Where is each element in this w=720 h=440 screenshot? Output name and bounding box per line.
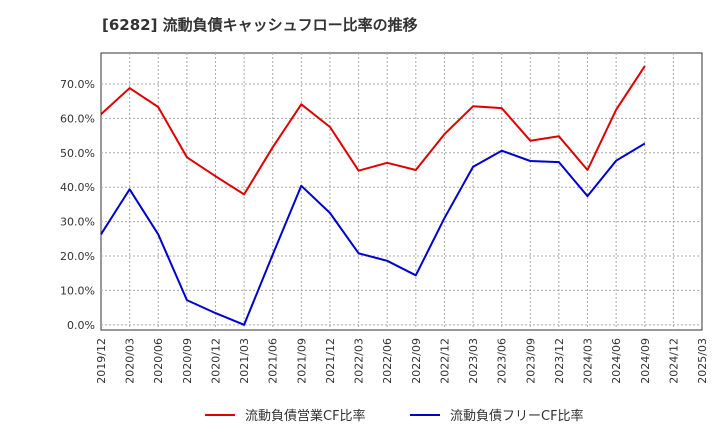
y-tick-label: 20.0% — [60, 250, 95, 263]
chart-title: [6282] 流動負債キャッシュフロー比率の推移 — [102, 16, 418, 34]
legend-label-1: 流動負債営業CF比率 — [245, 408, 366, 424]
series-line-2 — [100, 142, 646, 326]
x-tick-label: 2023/03 — [467, 338, 480, 384]
x-tick-label: 2021/03 — [238, 338, 251, 384]
x-tick-label: 2020/03 — [124, 338, 137, 384]
y-tick-label: 0.0% — [67, 319, 95, 332]
x-tick-label: 2022/09 — [410, 338, 423, 384]
x-tick-label: 2022/06 — [381, 338, 394, 384]
x-tick-label: 2020/09 — [181, 338, 194, 384]
y-tick-label: 50.0% — [60, 147, 95, 160]
x-tick-label: 2022/03 — [353, 338, 366, 384]
x-tick-label: 2024/03 — [582, 338, 595, 384]
y-tick-label: 70.0% — [60, 78, 95, 91]
x-tick-label: 2019/12 — [95, 338, 108, 384]
y-tick-label: 10.0% — [60, 284, 95, 297]
y-tick-label: 60.0% — [60, 112, 95, 125]
x-tick-label: 2024/06 — [610, 338, 623, 384]
legend-label-2: 流動負債フリーCF比率 — [450, 408, 584, 424]
x-tick-label: 2025/03 — [696, 338, 709, 384]
x-tick-label: 2022/12 — [438, 338, 451, 384]
x-tick-label: 2021/06 — [267, 338, 280, 384]
y-tick-label: 40.0% — [60, 181, 95, 194]
x-tick-label: 2020/06 — [152, 338, 165, 384]
series-line-1 — [100, 65, 646, 196]
x-tick-label: 2023/09 — [524, 338, 537, 384]
legend: 流動負債営業CF比率 流動負債フリーCF比率 — [205, 408, 584, 424]
x-tick-label: 2023/12 — [553, 338, 566, 384]
x-tick-label: 2024/09 — [639, 338, 652, 384]
x-tick-label: 2021/12 — [324, 338, 337, 384]
x-tick-label: 2024/12 — [667, 338, 680, 384]
series-lines — [100, 65, 646, 326]
plot-area — [100, 52, 703, 331]
y-axis-ticks: 0.0% 10.0% 20.0% 30.0% 40.0% 50.0% 60.0% 70.0% — [60, 78, 95, 332]
x-tick-label: 2023/06 — [496, 338, 509, 384]
x-tick-label: 2021/09 — [295, 338, 308, 384]
x-axis-ticks: 2019/12 2020/03 2020/06 2020/09 2020/12 2021/… — [95, 338, 709, 384]
y-tick-label: 30.0% — [60, 216, 95, 229]
x-tick-label: 2020/12 — [209, 338, 222, 384]
grid-lines — [101, 53, 702, 330]
